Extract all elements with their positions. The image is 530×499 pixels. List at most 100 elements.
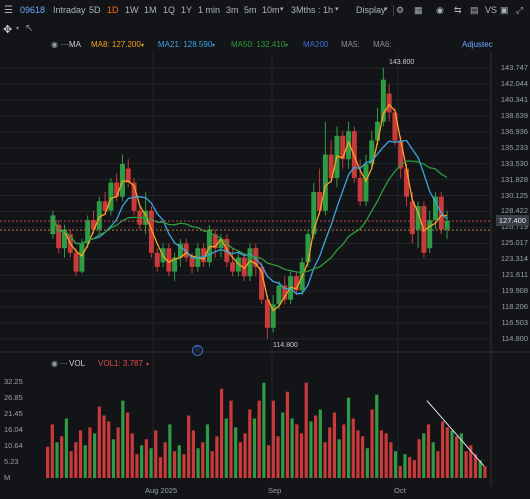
candle-body — [276, 285, 282, 305]
more-icon[interactable]: ⋯ — [60, 359, 68, 368]
tab-10m[interactable]: 10m — [262, 5, 280, 15]
tab-1y[interactable]: 1Y — [181, 5, 193, 15]
tab-1w[interactable]: 1W — [125, 5, 139, 15]
volume-bar — [365, 448, 369, 478]
ma-label[interactable]: MA — [69, 40, 81, 49]
volume-bar — [426, 424, 431, 478]
tab-5m[interactable]: 5m — [244, 5, 257, 15]
candle-body — [125, 168, 131, 183]
chevron-down-icon[interactable]: ▾ — [141, 43, 145, 49]
tab-1m[interactable]: 1M — [144, 5, 157, 15]
volume-bar — [74, 442, 78, 478]
chevron-down-icon[interactable]: ▾ — [285, 43, 289, 49]
candle-body — [212, 234, 218, 249]
last-price-tag: 127.400 — [495, 215, 529, 226]
chevron-down-icon[interactable]: ▾ — [335, 6, 339, 13]
volume-bar — [238, 442, 242, 478]
volume-bar — [417, 439, 421, 478]
volume-bar — [440, 421, 445, 478]
volume-tick-label: 32.25 — [4, 377, 23, 386]
volume-bar — [116, 427, 120, 478]
price-tick-label: 123.314 — [500, 254, 528, 264]
candle-body — [102, 201, 108, 211]
tab-1min[interactable]: 1 min — [198, 5, 221, 15]
compare-icon[interactable]: ⇆ — [454, 5, 462, 15]
candle-body — [270, 304, 276, 328]
volume-bar — [111, 439, 116, 478]
candle-body — [247, 248, 253, 277]
visibility-icon[interactable]: ◉ — [51, 359, 58, 368]
chevron-down-icon[interactable]: ▾ — [384, 6, 388, 13]
volume-bar — [328, 427, 332, 478]
crosshair-icon[interactable]: ✥ — [3, 24, 13, 36]
price-tick-label: 125.017 — [500, 238, 528, 248]
volume-bar — [393, 451, 398, 478]
vol-label[interactable]: VOL — [69, 359, 86, 368]
tab-5d[interactable]: 5D — [89, 5, 101, 15]
tab-intraday[interactable]: Intraday — [53, 5, 86, 15]
tab-1d[interactable]: 1D — [107, 5, 119, 15]
volume-bar — [93, 433, 97, 478]
volume-legend: ◉ ⋯ VOL VOL1: 3.787 ▾ — [0, 357, 530, 371]
price-chart[interactable] — [0, 52, 530, 486]
candle-body — [259, 266, 265, 300]
camera-icon[interactable]: ◉ — [436, 5, 444, 15]
adjusted-toggle[interactable]: Adjustec — [462, 40, 493, 49]
ma5-value: MA5: — [341, 40, 360, 49]
cursor-icon[interactable]: ↖ — [25, 23, 34, 34]
volume-bar — [389, 442, 393, 478]
high-annotation: 143.800 — [389, 59, 415, 66]
volume-tick-label: 26.85 — [4, 393, 23, 402]
symbol-label[interactable]: 09618 — [20, 5, 46, 15]
menu-icon[interactable]: ☰ — [4, 5, 13, 16]
candle-body — [154, 252, 160, 267]
volume-bar — [361, 436, 365, 478]
volume-bar — [436, 451, 440, 478]
more-icon[interactable]: ⋯ — [61, 40, 69, 49]
price-tick-label: 131.828 — [500, 174, 528, 184]
grid-icon[interactable]: ▤ — [470, 5, 479, 15]
price-tick-label: 116.503 — [501, 318, 528, 328]
volume-bar — [149, 448, 153, 478]
vs-button[interactable]: VS — [485, 5, 498, 15]
chevron-down-icon[interactable]: ▾ — [280, 6, 284, 13]
volume-bar — [64, 418, 69, 478]
tab-3m[interactable]: 3m — [226, 5, 239, 15]
candle-body — [56, 224, 62, 249]
chevron-down-icon[interactable]: ▾ — [146, 362, 150, 368]
volume-bar — [205, 424, 210, 478]
candle-body — [189, 257, 195, 267]
expand-icon[interactable]: ⤢ — [516, 5, 524, 15]
volume-bar — [318, 409, 322, 478]
volume-bar — [168, 424, 172, 478]
event-marker-icon[interactable]: © — [192, 345, 203, 356]
volume-bar — [46, 446, 50, 478]
ma21-value: MA21: 128.590 — [158, 40, 213, 49]
range-selector[interactable]: 3Mths : 1h — [291, 5, 334, 15]
drawing-toolbar: ✥ ▾ ↖ — [0, 22, 530, 38]
volume-bar — [172, 451, 177, 478]
layout-icon[interactable]: ▦ — [414, 5, 423, 15]
volume-bar — [234, 427, 238, 478]
volume-bar — [88, 427, 92, 478]
volume-bar — [445, 427, 449, 478]
price-tick-label: 118.206 — [501, 302, 528, 312]
volume-bar — [473, 454, 478, 478]
visibility-icon[interactable]: ◉ — [51, 40, 58, 49]
chat-icon[interactable]: ▣ — [500, 5, 509, 15]
volume-bar — [342, 424, 346, 478]
volume-bar — [69, 451, 73, 478]
chevron-down-icon[interactable]: ▾ — [212, 43, 216, 49]
candle-body — [433, 196, 439, 221]
chevron-down-icon[interactable]: ▾ — [16, 26, 20, 32]
tab-1q[interactable]: 1Q — [163, 5, 176, 15]
volume-bar — [135, 454, 139, 478]
volume-bar — [257, 400, 261, 478]
volume-bar — [332, 412, 337, 478]
candle-body — [369, 140, 375, 164]
display-menu[interactable]: Display — [356, 5, 386, 15]
settings-icon[interactable]: ⚙ — [396, 5, 405, 15]
price-tick-label: 138.639 — [500, 110, 528, 120]
volume-bar — [154, 430, 158, 478]
volume-bar — [346, 397, 351, 478]
